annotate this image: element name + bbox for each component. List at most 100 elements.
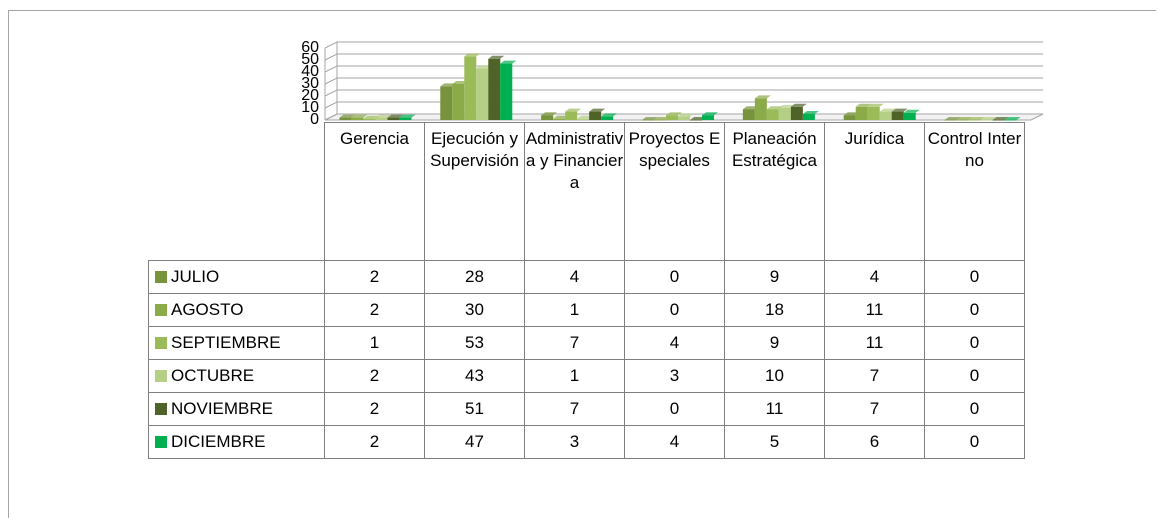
y-tick-label: 10 [301, 99, 319, 116]
table-value: 6 [824, 425, 925, 459]
series-row: NOVIEMBRE 2 51 7 0 11 7 0 [148, 392, 1025, 426]
table-value: 0 [924, 293, 1025, 327]
category-label: Control Interno [924, 122, 1025, 261]
y-tick-label: 20 [301, 87, 319, 104]
table-value: 4 [624, 326, 725, 360]
bar [879, 111, 892, 120]
bar [476, 68, 489, 120]
bar [541, 115, 554, 120]
bar [339, 117, 352, 120]
legend-entry: SEPTIEMBRE [148, 326, 325, 360]
bar-top [375, 114, 392, 118]
bar-top [992, 117, 1009, 120]
table-value: 7 [524, 326, 625, 360]
table-value: 4 [824, 260, 925, 294]
table-value: 0 [924, 425, 1025, 459]
bar [577, 118, 590, 120]
bar [1004, 120, 1017, 121]
bar-top [565, 108, 582, 112]
bar-top [879, 108, 896, 112]
bar [375, 117, 388, 120]
bar-top [903, 109, 920, 113]
table-value: 2 [324, 359, 425, 393]
series-row: OCTUBRE 2 43 1 3 10 7 0 [148, 359, 1025, 393]
bar-top [790, 103, 807, 107]
bar-top [867, 103, 884, 107]
table-value: 9 [724, 260, 825, 294]
bar [843, 115, 856, 120]
bar [944, 120, 957, 121]
bar-top [464, 53, 481, 57]
bar-top [339, 114, 356, 118]
bar [654, 120, 666, 121]
bar [778, 108, 791, 120]
bar-top [541, 112, 558, 116]
bar-top [642, 117, 658, 120]
table-value: 43 [424, 359, 525, 393]
table-value: 1 [524, 293, 625, 327]
category-label: Gerencia [324, 122, 425, 261]
bar [690, 120, 702, 121]
bar [601, 116, 614, 120]
series-row: DICIEMBRE 2 47 3 4 5 6 0 [148, 425, 1025, 459]
category-label: Jurídica [824, 122, 925, 261]
bar-top [601, 113, 618, 117]
grid-line [324, 65, 1043, 73]
bar [589, 111, 602, 120]
series-row: AGOSTO 2 30 1 0 18 11 0 [148, 293, 1025, 327]
bar [802, 114, 815, 120]
bar-top [399, 114, 416, 118]
table-value: 28 [424, 260, 525, 294]
table-value: 3 [624, 359, 725, 393]
bar-top [351, 114, 368, 118]
category-label: Administrativa y Financiera [524, 122, 625, 261]
series-row: SEPTIEMBRE 1 53 7 4 9 11 0 [148, 326, 1025, 360]
bar-top [589, 108, 606, 112]
bar-top [855, 103, 872, 107]
grid-line [324, 101, 1043, 109]
bar-top [802, 111, 819, 114]
bar-top [754, 95, 771, 99]
table-value: 2 [324, 293, 425, 327]
bar [666, 115, 678, 120]
table-value: 2 [324, 425, 425, 459]
table-value: 7 [824, 392, 925, 426]
y-tick-label: 40 [301, 63, 319, 80]
legend-entry: OCTUBRE [148, 359, 325, 393]
table-value: 4 [524, 260, 625, 294]
bar-top [1004, 117, 1021, 120]
bar-top [488, 55, 505, 59]
bar [351, 117, 364, 120]
legend-key [155, 403, 167, 415]
legend-label: SEPTIEMBRE [171, 333, 281, 352]
table-value: 11 [824, 326, 925, 360]
bar [867, 106, 880, 120]
bar-top [678, 113, 694, 117]
table-value: 10 [724, 359, 825, 393]
table-value: 9 [724, 326, 825, 360]
table-value: 18 [724, 293, 825, 327]
bar-top [702, 112, 718, 116]
table-value: 5 [724, 425, 825, 459]
bar-top [944, 117, 961, 120]
category-label: Proyectos Especiales [624, 122, 725, 261]
legend-entry: NOVIEMBRE [148, 392, 325, 426]
legend-key [155, 370, 167, 382]
header-row: Gerencia Ejecución y Supervisión Administr… [148, 122, 1025, 261]
legend-label: AGOSTO [171, 300, 244, 319]
table-value: 0 [924, 326, 1025, 360]
bar [855, 106, 868, 120]
bar [399, 117, 412, 120]
bar-top [666, 112, 682, 116]
table-value: 47 [424, 425, 525, 459]
table-value: 53 [424, 326, 525, 360]
y-tick-label: 60 [301, 39, 319, 56]
legend-label: DICIEMBRE [171, 432, 266, 451]
table-value: 0 [924, 392, 1025, 426]
grid-line [324, 89, 1043, 97]
bar [678, 116, 690, 120]
table-value: 7 [824, 359, 925, 393]
y-tick-label: 0 [310, 111, 319, 125]
legend-key [155, 271, 167, 283]
